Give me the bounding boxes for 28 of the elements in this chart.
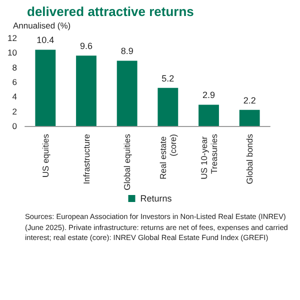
data-label: 10.4 <box>36 35 54 46</box>
legend-label: Returns <box>140 194 172 204</box>
y-tick-label: 2 <box>12 106 18 116</box>
y-tick-label: 10 <box>8 48 18 58</box>
bar <box>198 104 219 126</box>
data-label: 2.2 <box>243 95 256 106</box>
bar <box>35 50 56 126</box>
data-label: 8.9 <box>120 46 134 56</box>
chart-title: delivered attractive returns <box>27 4 194 19</box>
bar <box>76 56 96 126</box>
bar <box>158 88 178 126</box>
y-tick-label: 4 <box>12 92 18 102</box>
y-tick-label: 12 <box>8 33 18 43</box>
y-tick-label: 8 <box>12 62 18 72</box>
y-axis-title: Annualised (%) <box>13 20 71 30</box>
x-tick-label: Infrastructure <box>81 134 92 184</box>
bar <box>239 110 260 126</box>
x-tick-label: US equities <box>40 134 50 178</box>
y-tick-label: 0 <box>12 121 18 131</box>
x-tick-label: US 10-year Treasuries <box>198 134 219 180</box>
x-tick-label: Global equities <box>122 134 132 190</box>
data-label: 2.9 <box>202 90 216 100</box>
data-label: 9.6 <box>80 41 93 52</box>
data-label: 5.2 <box>162 73 174 84</box>
x-tick-label: Global bonds <box>244 134 255 184</box>
x-tick-label: Real estate (core) <box>158 134 178 180</box>
y-tick-label: 6 <box>12 77 18 87</box>
bar <box>116 60 138 126</box>
